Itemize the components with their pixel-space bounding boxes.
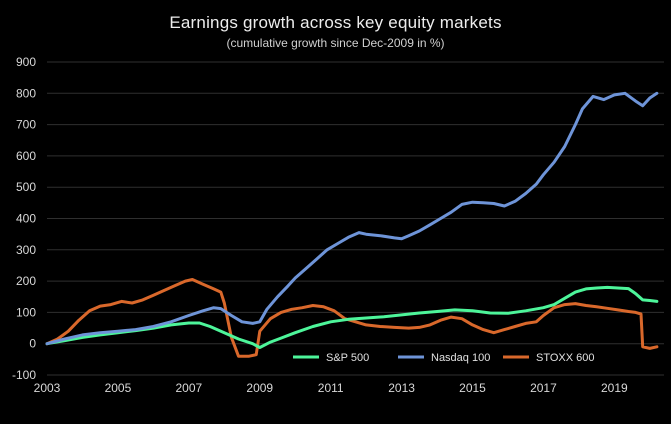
- y-tick-label-9: 800: [16, 86, 36, 100]
- x-tick-label-5: 2013: [388, 381, 415, 395]
- y-axis-ticks: -100 0 100 200 300 400 500 600 700 800 900: [12, 55, 36, 382]
- y-tick-label-1: 0: [29, 337, 36, 351]
- legend-label-stoxx-600: STOXX 600: [536, 352, 595, 364]
- grid-lines: [47, 61, 664, 376]
- y-tick-label-0: -100: [12, 368, 36, 382]
- y-tick-label-6: 500: [16, 180, 36, 194]
- x-tick-label-1: 2005: [105, 381, 132, 395]
- x-tick-label-7: 2017: [530, 381, 557, 395]
- y-tick-label-2: 100: [16, 305, 36, 319]
- y-tick-label-4: 300: [16, 243, 36, 257]
- chart-subtitle: (cumulative growth since Dec-2009 in %): [226, 36, 445, 50]
- x-tick-label-3: 2009: [246, 381, 273, 395]
- y-tick-label-3: 200: [16, 274, 36, 288]
- x-tick-label-0: 2003: [34, 381, 61, 395]
- y-tick-label-5: 400: [16, 212, 36, 226]
- legend: S&P 500 Nasdaq 100 STOXX 600: [293, 352, 595, 364]
- x-tick-label-2: 2007: [175, 381, 202, 395]
- y-tick-label-10: 900: [16, 55, 36, 69]
- x-tick-label-6: 2015: [459, 381, 486, 395]
- y-tick-label-7: 600: [16, 149, 36, 163]
- x-axis-ticks: 2003 2005 2007 2009 2011 2013 2015 2017 2019: [34, 381, 628, 395]
- series-lines: [45, 91, 659, 358]
- x-tick-label-4: 2011: [318, 381, 344, 395]
- series-line-nasdaq-100: [45, 91, 659, 346]
- x-tick-label-8: 2019: [601, 381, 628, 395]
- series-line-s-p-500: [45, 285, 659, 349]
- legend-label-s-p-500: S&P 500: [326, 352, 369, 364]
- y-tick-label-8: 700: [16, 118, 36, 132]
- legend-label-nasdaq-100: Nasdaq 100: [431, 352, 490, 364]
- chart-title: Earnings growth across key equity market…: [169, 13, 502, 32]
